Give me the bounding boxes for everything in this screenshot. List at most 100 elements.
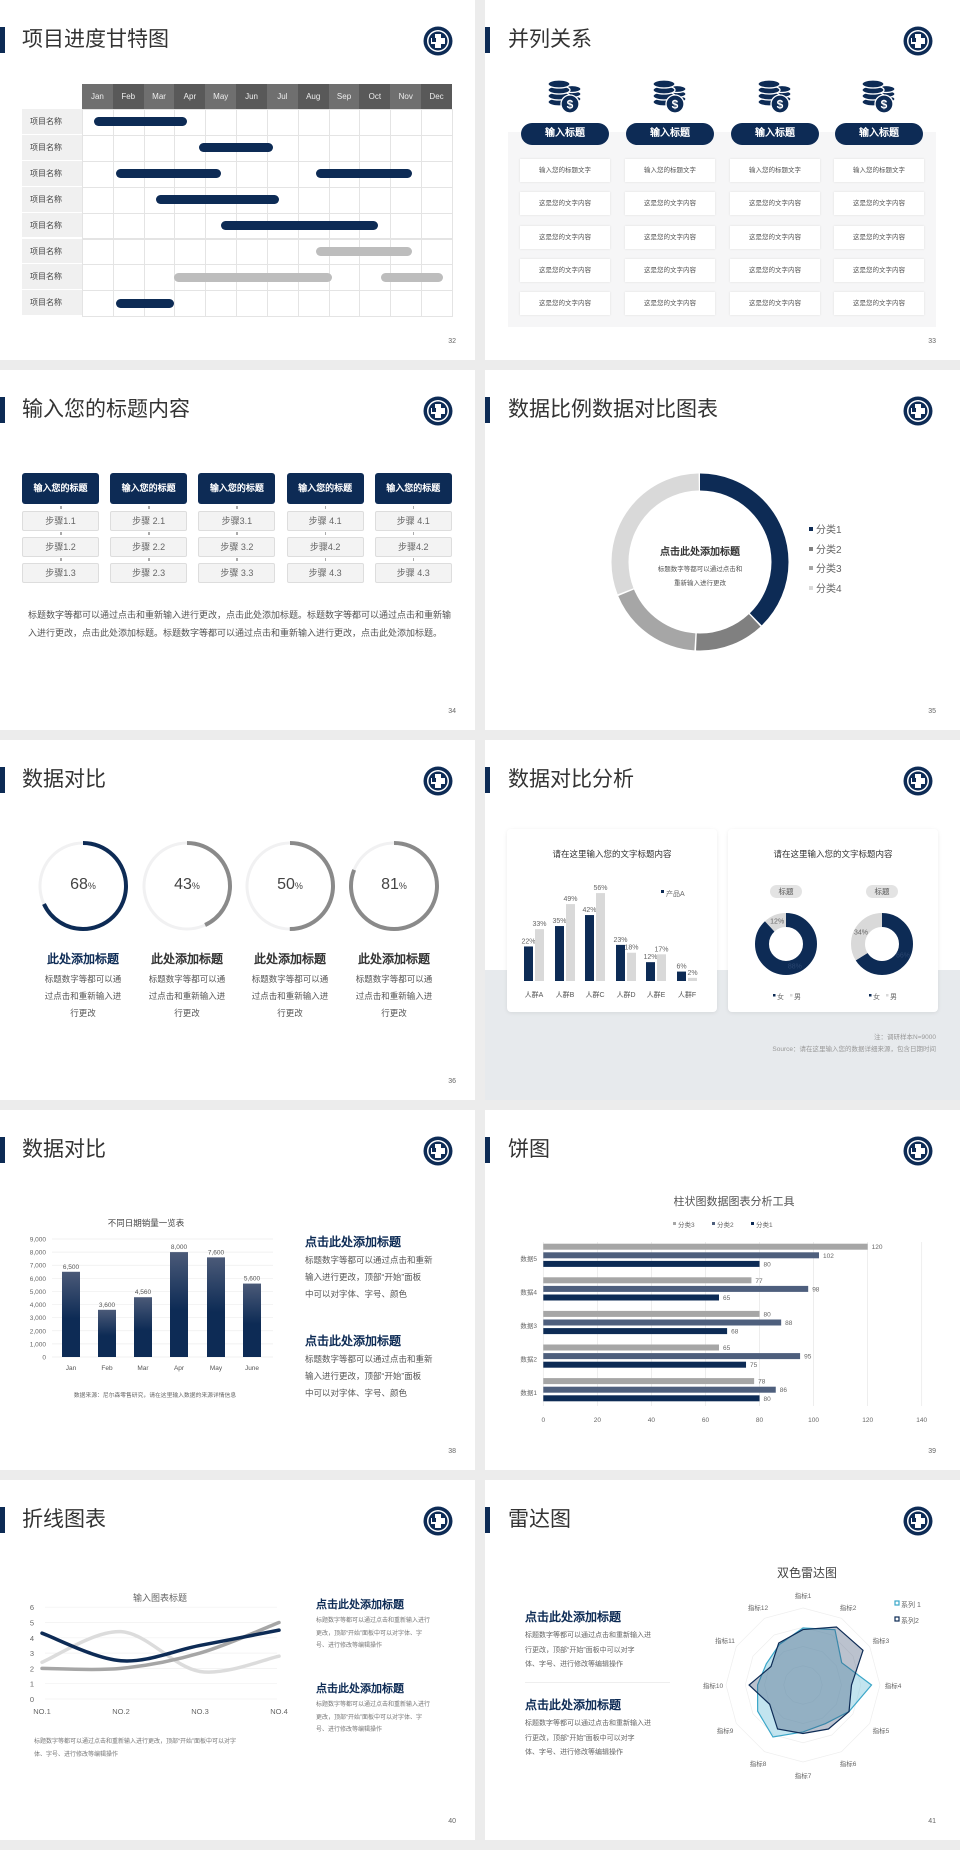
title-accent-bar [0, 1507, 5, 1533]
gantt-cell [174, 238, 207, 266]
slide-title: 输入您的标题内容 [22, 398, 190, 421]
gantt-bar[interactable] [94, 117, 187, 127]
slide-35: 数据比例数据对比图表 35 点击此处添加标题 标题数字等都可以通过点击和 重新输入进行更… [485, 370, 960, 730]
block-text: 中可以对字体、字号、颜色 [305, 1289, 408, 1299]
progress-value: 81% [354, 876, 434, 894]
content-cell[interactable]: 这是您的文字内容 [625, 258, 715, 282]
content-cell[interactable]: 这是您的文字内容 [730, 258, 820, 282]
content-cell[interactable]: 这是您的文字内容 [625, 225, 715, 249]
step-box[interactable]: 步骤 3.2 [198, 537, 276, 557]
step-box[interactable]: 步骤 4.3 [286, 563, 364, 583]
month-header: Jun [236, 84, 267, 109]
step-connector-dot [148, 506, 150, 509]
month-header: Feb [112, 84, 144, 109]
step-box[interactable]: 步骤1.3 [22, 563, 99, 583]
content-cell[interactable]: 输入您的标题文字 [520, 159, 610, 182]
slide-33: 并列关系 33 $ 输入标题 输入您的标题文字 这是您的文字内容 这是您的文字内容 这是您的文… [485, 0, 960, 360]
content-cell[interactable]: 这是您的文字内容 [730, 292, 820, 316]
bar-value-label: 65 [723, 1345, 731, 1352]
step-box[interactable]: 步骤 2.2 [110, 537, 188, 557]
gantt-cell [266, 160, 299, 188]
gantt-bar[interactable] [316, 246, 412, 256]
gantt-cell [236, 238, 268, 266]
content-cell[interactable]: 这是您的文字内容 [520, 192, 610, 216]
progress-ring-arc [349, 841, 439, 931]
block-heading: 点击此处添加标题 [305, 1235, 402, 1249]
category-label: 数据5 [520, 1254, 537, 1263]
y-tick-label: 4,000 [30, 1302, 47, 1309]
page-number: 33 [928, 338, 936, 345]
content-cell[interactable]: 这是您的文字内容 [520, 292, 610, 316]
gantt-bar[interactable] [381, 272, 443, 282]
step-header[interactable]: 输入您的标题 [22, 473, 99, 504]
percent-unit: % [87, 881, 96, 891]
gantt-bar[interactable] [316, 169, 412, 179]
gantt-bar[interactable] [199, 143, 274, 153]
bar-comparison [566, 904, 575, 981]
gantt-bar[interactable] [174, 272, 332, 282]
content-cell[interactable]: 这是您的文字内容 [834, 225, 924, 249]
step-box[interactable]: 步骤 4.1 [286, 511, 364, 531]
legend-swatch [661, 890, 664, 893]
gantt-cell [174, 290, 207, 318]
column-heading-pill[interactable]: 输入标题 [521, 123, 609, 145]
legend-label: 男 [890, 993, 897, 1001]
block-divider [525, 1682, 670, 1683]
progress-value: 43% [147, 876, 227, 894]
content-cell[interactable]: 这是您的文字内容 [625, 192, 715, 216]
x-tick-label: Jan [66, 1365, 77, 1372]
block-text: 行更改，顶部“开始”面板中可以对字 [525, 1734, 635, 1742]
y-tick-label: 1 [30, 1680, 34, 1689]
content-cell[interactable]: 这是您的文字内容 [520, 225, 610, 249]
block-text: 标题数字等都可以通过点击和重新输入进 [525, 1632, 651, 1639]
gantt-row-label: 项目名称 [22, 212, 82, 239]
radar-axis-label: 指标10 [703, 1681, 724, 1690]
step-box[interactable]: 步骤4.2 [374, 537, 452, 557]
content-cell[interactable]: 这是您的文字内容 [834, 192, 924, 216]
step-box[interactable]: 步骤1.2 [22, 537, 99, 557]
month-header: Nov [390, 84, 422, 109]
content-cell[interactable]: 这是您的文字内容 [834, 292, 924, 316]
content-cell[interactable]: 这是您的文字内容 [625, 292, 715, 316]
category-label: 数据3 [520, 1321, 537, 1330]
x-tick-label: NO.2 [112, 1707, 130, 1716]
step-header[interactable]: 输入您的标题 [374, 473, 452, 504]
gantt-bar[interactable] [115, 169, 221, 179]
sample-note: 注：调研样本N=9000 [874, 1034, 936, 1041]
chart-title: 不同日期销量一览表 [108, 1218, 185, 1228]
column-heading-pill[interactable]: 输入标题 [835, 123, 923, 145]
step-box[interactable]: 步骤 3.3 [198, 563, 276, 583]
gantt-cell [421, 160, 453, 188]
step-box[interactable]: 步骤3.1 [198, 511, 276, 531]
step-box[interactable]: 步骤 2.1 [110, 511, 188, 531]
content-cell[interactable]: 输入您的标题文字 [834, 159, 924, 182]
page-number: 34 [448, 708, 456, 715]
step-header[interactable]: 输入您的标题 [198, 473, 276, 504]
y-tick-label: 5,000 [30, 1289, 47, 1296]
gantt-bar[interactable] [220, 221, 378, 231]
bar-comparison [688, 977, 697, 981]
content-cell[interactable]: 这是您的文字内容 [730, 225, 820, 249]
content-cell[interactable]: 输入您的标题文字 [730, 159, 820, 182]
bar-value-label: 4,560 [135, 1289, 152, 1296]
gantt-bar[interactable] [155, 195, 280, 205]
step-box[interactable]: 步骤 4.3 [374, 563, 452, 583]
content-cell[interactable]: 输入您的标题文字 [625, 159, 715, 182]
step-box[interactable]: 步骤4.2 [286, 537, 364, 557]
y-tick-label: 8,000 [30, 1250, 47, 1257]
step-header[interactable]: 输入您的标题 [110, 473, 188, 504]
gantt-cell [297, 134, 330, 162]
step-box[interactable]: 步骤 4.1 [374, 511, 452, 531]
gantt-bar[interactable] [115, 298, 175, 308]
block-heading: 点击此处添加标题 [305, 1334, 402, 1348]
column-heading-pill[interactable]: 输入标题 [626, 123, 714, 145]
content-cell[interactable]: 这是您的文字内容 [834, 258, 924, 282]
step-header[interactable]: 输入您的标题 [286, 473, 364, 504]
content-cell[interactable]: 这是您的文字内容 [520, 258, 610, 282]
column-heading-pill[interactable]: 输入标题 [731, 123, 819, 145]
content-cell[interactable]: 这是您的文字内容 [730, 192, 820, 216]
step-box[interactable]: 步骤1.1 [22, 511, 99, 531]
step-box[interactable]: 步骤 2.3 [110, 563, 188, 583]
gantt-cell [421, 238, 453, 266]
svg-text:$: $ [881, 98, 888, 112]
